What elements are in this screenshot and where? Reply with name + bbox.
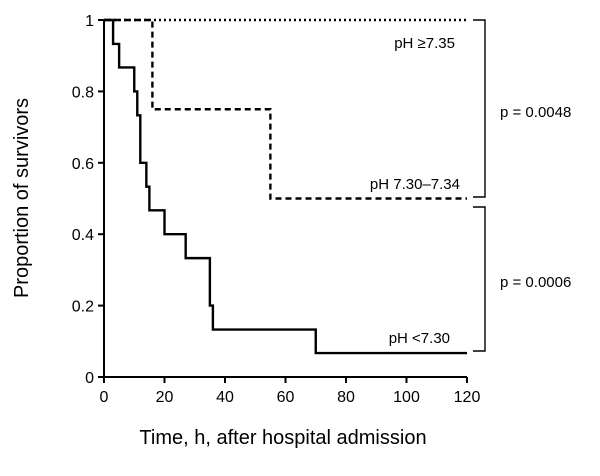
y-tick-label: 0.8 (72, 84, 94, 101)
plot-area: 00.20.40.60.81 0 20 40 60 80 100 120 pH ≥7.35p… (72, 13, 572, 406)
y-axis: 0 0.2 0.4 0.6 0.8 1 (72, 13, 105, 387)
y-tick-label: 0.6 (72, 156, 94, 173)
x-tick-label: 60 (277, 389, 295, 406)
comparison-bracket-0 (473, 19, 486, 198)
series-line-1 (104, 18, 467, 200)
series-label-2: pH <7.30 (389, 330, 450, 347)
comparison-bracket-1 (473, 206, 486, 352)
y-tick-label: 0 (85, 370, 94, 387)
x-axis-title: Time, h, after hospital admission (139, 427, 426, 449)
x-tick-label: 80 (337, 389, 355, 406)
series-line-2 (104, 18, 467, 355)
series-label-1: pH 7.30–7.34 (370, 176, 460, 193)
p-value-0: p = 0.0048 (500, 104, 571, 121)
x-tick-label: 20 (156, 389, 174, 406)
x-tick-label: 100 (393, 389, 420, 406)
series-layer (104, 18, 467, 355)
x-tick-label: 40 (216, 389, 234, 406)
y-axis-title: Proportion of survivors (11, 98, 33, 298)
p-value-1: p = 0.0006 (500, 274, 571, 291)
y-tick-label: 1 (85, 13, 94, 30)
x-tick-label: 120 (454, 389, 481, 406)
comparison-brackets: p = 0.0048 p = 0.0006 (473, 19, 571, 352)
y-tick-label: 0.2 (72, 299, 94, 316)
y-tick-label: 0.4 (72, 227, 94, 244)
x-tick-label: 0 (100, 389, 109, 406)
x-axis: 0 20 40 60 80 100 120 (100, 376, 481, 406)
series-label-0: pH ≥7.35 (394, 35, 455, 52)
series-labels: pH ≥7.35 pH 7.30–7.34 pH <7.30 (370, 35, 460, 347)
